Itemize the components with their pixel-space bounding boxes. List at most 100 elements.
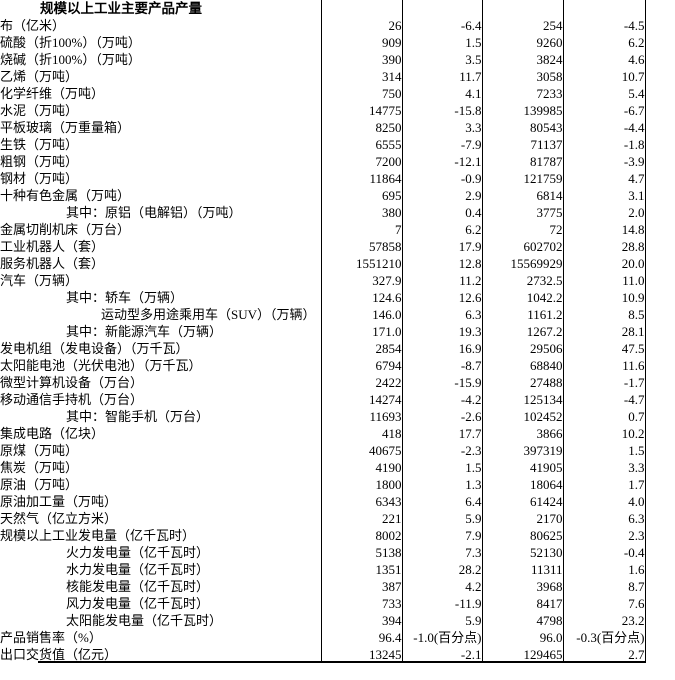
value-cell: 1267.2 — [481, 323, 563, 340]
value-cell: 4798 — [481, 612, 563, 629]
table-row: 火力发电量（亿千瓦时） 5138 7.3 52130 -0.4 — [0, 544, 646, 561]
table-row: 移动通信手持机（万台） 14274 -4.2 125134 -4.7 — [0, 391, 646, 408]
value-cell: 7233 — [481, 85, 563, 102]
value-cell: 27488 — [481, 374, 563, 391]
table-row: 原煤（万吨） 40675 -2.3 397319 1.5 — [0, 442, 646, 459]
product-name-cell: 乙烯（万吨） — [0, 69, 79, 84]
value-cell: -15.8 — [401, 102, 482, 119]
value-cell: -2.3 — [401, 442, 482, 459]
product-name-cell: 其中：智能手机（万台） — [66, 409, 210, 424]
product-name-cell: 十种有色金属（万吨） — [0, 188, 131, 203]
value-cell: 2732.5 — [481, 272, 563, 289]
value-cell: 7.9 — [401, 527, 482, 544]
table-row: 其中：智能手机（万台） 11693 -2.6 102452 0.7 — [0, 408, 646, 425]
value-cell: -4.4 — [562, 119, 646, 136]
value-cell: 10.2 — [562, 425, 646, 442]
value-cell: 11.0 — [562, 272, 646, 289]
product-name-cell: 硫酸（折100%）（万吨） — [0, 35, 141, 50]
product-name-cell: 其中：轿车（万辆） — [66, 290, 184, 305]
value-cell: -4.2 — [401, 391, 482, 408]
product-name-cell: 水力发电量（亿千瓦时） — [66, 562, 210, 577]
value-cell: 7.6 — [562, 595, 646, 612]
value-cell: 10.7 — [562, 68, 646, 85]
value-cell: 11693 — [320, 408, 402, 425]
value-cell: 26 — [320, 17, 402, 34]
value-cell: 602702 — [481, 238, 563, 255]
product-name-cell: 发电机组（发电设备）（万千瓦） — [0, 341, 189, 356]
value-cell: 146.0 — [320, 306, 402, 323]
table-row: 布（亿米） 26 -6.4 254 -4.5 — [0, 17, 646, 34]
table-row: 出口交货值（亿元） 13245 -2.1 129465 2.7 — [0, 646, 646, 663]
table-row: 风力发电量（亿千瓦时） 733 -11.9 8417 7.6 — [0, 595, 646, 612]
value-cell: 397319 — [481, 442, 563, 459]
value-cell: 6794 — [320, 357, 402, 374]
empty-value-cell — [320, 0, 402, 17]
value-cell: 1.5 — [562, 442, 646, 459]
product-name-cell: 产品销售率（%） — [0, 630, 102, 645]
value-cell: 6814 — [481, 187, 563, 204]
value-cell: -0.3(百分点) — [562, 629, 646, 646]
value-cell: 1.5 — [401, 459, 482, 476]
value-cell: 80543 — [481, 119, 563, 136]
value-cell: -2.6 — [401, 408, 482, 425]
value-cell: 72 — [481, 221, 563, 238]
product-name-cell: 焦炭（万吨） — [0, 460, 79, 475]
product-name-cell: 化学纤维（万吨） — [0, 86, 105, 101]
value-cell: -1.8 — [562, 136, 646, 153]
table-row: 汽车（万辆） 327.9 11.2 2732.5 11.0 — [0, 272, 646, 289]
product-name-cell: 集成电路（亿块） — [0, 426, 105, 441]
value-cell: 6.2 — [562, 34, 646, 51]
value-cell: 12.8 — [401, 255, 482, 272]
value-cell: -1.7 — [562, 374, 646, 391]
table-row: 其中：轿车（万辆） 124.6 12.6 1042.2 10.9 — [0, 289, 646, 306]
industrial-products-table: 规模以上工业主要产品产量 布（亿米） 26 -6.4 254 -4.5 硫酸（折100%）… — [0, 0, 646, 663]
value-cell: 6.2 — [401, 221, 482, 238]
product-name-cell: 汽车（万辆） — [0, 273, 79, 288]
value-cell: 6555 — [320, 136, 402, 153]
table-title: 规模以上工业主要产品产量 — [40, 1, 202, 16]
table-row: 其中：原铝（电解铝）（万吨） 380 0.4 3775 2.0 — [0, 204, 646, 221]
value-cell: 2.0 — [562, 204, 646, 221]
value-cell: -0.4 — [562, 544, 646, 561]
value-cell: 1161.2 — [481, 306, 563, 323]
value-cell: -6.7 — [562, 102, 646, 119]
value-cell: 8.7 — [562, 578, 646, 595]
value-cell: 124.6 — [320, 289, 402, 306]
value-cell: 57858 — [320, 238, 402, 255]
product-name-cell: 原油（万吨） — [0, 477, 79, 492]
value-cell: 0.7 — [562, 408, 646, 425]
value-cell: 4190 — [320, 459, 402, 476]
table-row: 化学纤维（万吨） 750 4.1 7233 5.4 — [0, 85, 646, 102]
value-cell: 17.9 — [401, 238, 482, 255]
table-row: 乙烯（万吨） 314 11.7 3058 10.7 — [0, 68, 646, 85]
value-cell: 221 — [320, 510, 402, 527]
value-cell: 733 — [320, 595, 402, 612]
value-cell: 1.5 — [401, 34, 482, 51]
value-cell: 11.6 — [562, 357, 646, 374]
product-name-cell: 生铁（万吨） — [0, 137, 79, 152]
value-cell: 3.1 — [562, 187, 646, 204]
table-row: 其中：新能源汽车（万辆） 171.0 19.3 1267.2 28.1 — [0, 323, 646, 340]
value-cell: 0.4 — [401, 204, 482, 221]
value-cell: 28.8 — [562, 238, 646, 255]
value-cell: 14274 — [320, 391, 402, 408]
product-name-cell: 太阳能电池（光伏电池）（万千瓦） — [0, 358, 202, 373]
product-name-cell: 工业机器人（套） — [0, 239, 105, 254]
table-row: 微型计算机设备（万台） 2422 -15.9 27488 -1.7 — [0, 374, 646, 391]
table-row: 服务机器人（套） 1551210 12.8 15569929 20.0 — [0, 255, 646, 272]
value-cell: 6.3 — [401, 306, 482, 323]
product-name-cell: 风力发电量（亿千瓦时） — [66, 596, 210, 611]
value-cell: 1.6 — [562, 561, 646, 578]
value-cell: 15569929 — [481, 255, 563, 272]
value-cell: 4.0 — [562, 493, 646, 510]
table-row: 核能发电量（亿千瓦时） 387 4.2 3968 8.7 — [0, 578, 646, 595]
value-cell: 3866 — [481, 425, 563, 442]
value-cell: 80625 — [481, 527, 563, 544]
value-cell: 102452 — [481, 408, 563, 425]
table-row: 平板玻璃（万重量箱） 8250 3.3 80543 -4.4 — [0, 119, 646, 136]
value-cell: 4.1 — [401, 85, 482, 102]
value-cell: 3968 — [481, 578, 563, 595]
value-cell: -6.4 — [401, 17, 482, 34]
value-cell: -3.9 — [562, 153, 646, 170]
